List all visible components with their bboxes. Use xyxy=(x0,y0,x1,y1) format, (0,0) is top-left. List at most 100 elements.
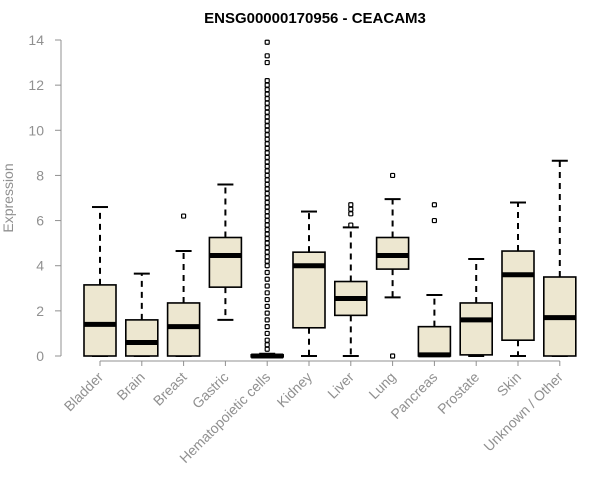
x-tick-label: Prostate xyxy=(434,369,482,417)
outlier-point xyxy=(264,105,270,111)
outlier-point xyxy=(264,96,270,102)
outlier-point xyxy=(264,181,270,188)
outlier-point xyxy=(264,159,270,165)
outlier-point xyxy=(264,236,270,242)
outlier-point xyxy=(264,190,270,197)
outlier-point xyxy=(348,222,354,228)
outlier-point xyxy=(264,227,270,233)
box-brain xyxy=(125,272,159,357)
outlier-point xyxy=(264,310,270,316)
outlier-point xyxy=(264,245,270,251)
outlier-point xyxy=(264,172,270,179)
box-body xyxy=(83,284,117,357)
outlier-point xyxy=(264,217,270,224)
outlier-point xyxy=(264,114,270,120)
box-pancreas xyxy=(417,202,452,358)
outlier-point xyxy=(264,132,270,138)
outlier-point xyxy=(390,353,396,359)
y-tick-label: 6 xyxy=(36,213,44,229)
outlier-point xyxy=(264,199,270,206)
outlier-point xyxy=(264,240,270,246)
outlier-point xyxy=(264,263,270,269)
outlier-point xyxy=(264,82,270,88)
x-tick-label: Breast xyxy=(150,369,190,409)
box-skin xyxy=(501,201,535,357)
outlier-point xyxy=(264,123,270,129)
box-body xyxy=(417,325,452,357)
outlier-point xyxy=(264,303,270,309)
outlier-point xyxy=(264,254,270,260)
x-tick-label: Skin xyxy=(494,369,525,400)
outlier-point xyxy=(264,342,270,348)
outlier-point xyxy=(264,249,270,255)
outlier-point xyxy=(264,337,270,343)
box-prostate xyxy=(459,257,494,357)
outlier-point xyxy=(264,154,270,160)
outlier-point xyxy=(264,208,270,215)
outlier-point xyxy=(264,317,270,323)
outlier-point xyxy=(264,330,270,337)
y-axis: 0 2 4 6 8 10 12 14 xyxy=(28,32,62,364)
outlier-point xyxy=(390,172,396,179)
outlier-point xyxy=(264,324,270,330)
y-tick-label: 2 xyxy=(36,303,44,319)
x-tick-label: Unknown / Other xyxy=(480,369,566,455)
y-tick-label: 4 xyxy=(36,258,44,274)
outlier-point xyxy=(264,39,270,45)
outlier-point xyxy=(264,91,270,97)
outlier-point xyxy=(264,276,270,282)
y-tick-label: 10 xyxy=(28,122,44,138)
box-body xyxy=(125,319,159,357)
y-axis-label: Expression xyxy=(0,163,16,232)
outlier-point xyxy=(264,59,270,66)
outlier-point xyxy=(264,296,270,303)
outlier-point xyxy=(264,163,270,169)
box-lung xyxy=(375,172,410,359)
outlier-point xyxy=(264,168,270,174)
outlier-point xyxy=(431,202,437,208)
box-kidney xyxy=(292,210,326,357)
outlier-point xyxy=(264,213,270,219)
outlier-point xyxy=(264,100,270,106)
box-breast xyxy=(166,213,201,357)
outlier-point xyxy=(264,145,270,151)
outlier-point xyxy=(264,186,270,192)
outlier-point xyxy=(264,150,270,156)
outlier-point xyxy=(348,206,354,212)
y-tick-label: 0 xyxy=(36,348,44,364)
outlier-point xyxy=(264,78,270,84)
outlier-point xyxy=(264,177,270,183)
y-tick-label: 14 xyxy=(28,32,44,48)
box-liver xyxy=(333,202,368,357)
box-unknown-other xyxy=(542,159,577,357)
outlier-point xyxy=(264,346,270,352)
box-body xyxy=(501,250,535,342)
outlier-point xyxy=(264,204,270,210)
box-body xyxy=(208,236,243,288)
outlier-point xyxy=(264,231,270,237)
outlier-point xyxy=(348,211,354,217)
x-tick-label: Bladder xyxy=(61,369,107,415)
outlier-point xyxy=(264,269,270,276)
box-hematopoietic-cells xyxy=(250,39,284,359)
x-tick-label: Liver xyxy=(324,369,357,402)
outlier-point xyxy=(264,258,270,264)
box-gastric xyxy=(208,183,243,321)
box-body xyxy=(459,302,494,356)
outlier-point xyxy=(264,109,270,115)
box-bladder xyxy=(83,206,117,357)
outlier-point xyxy=(264,87,270,93)
outlier-point xyxy=(264,195,270,201)
x-tick-label: Lung xyxy=(365,369,398,402)
outlier-point xyxy=(264,290,270,296)
chart-title: ENSG00000170956 - CEACAM3 xyxy=(204,10,426,27)
outlier-point xyxy=(264,127,270,133)
outlier-point xyxy=(264,136,270,142)
outlier-point xyxy=(431,217,437,224)
x-tick-label: Kidney xyxy=(274,369,316,411)
box-body xyxy=(166,302,201,357)
outlier-point xyxy=(264,141,270,147)
y-tick-label: 12 xyxy=(28,77,44,93)
